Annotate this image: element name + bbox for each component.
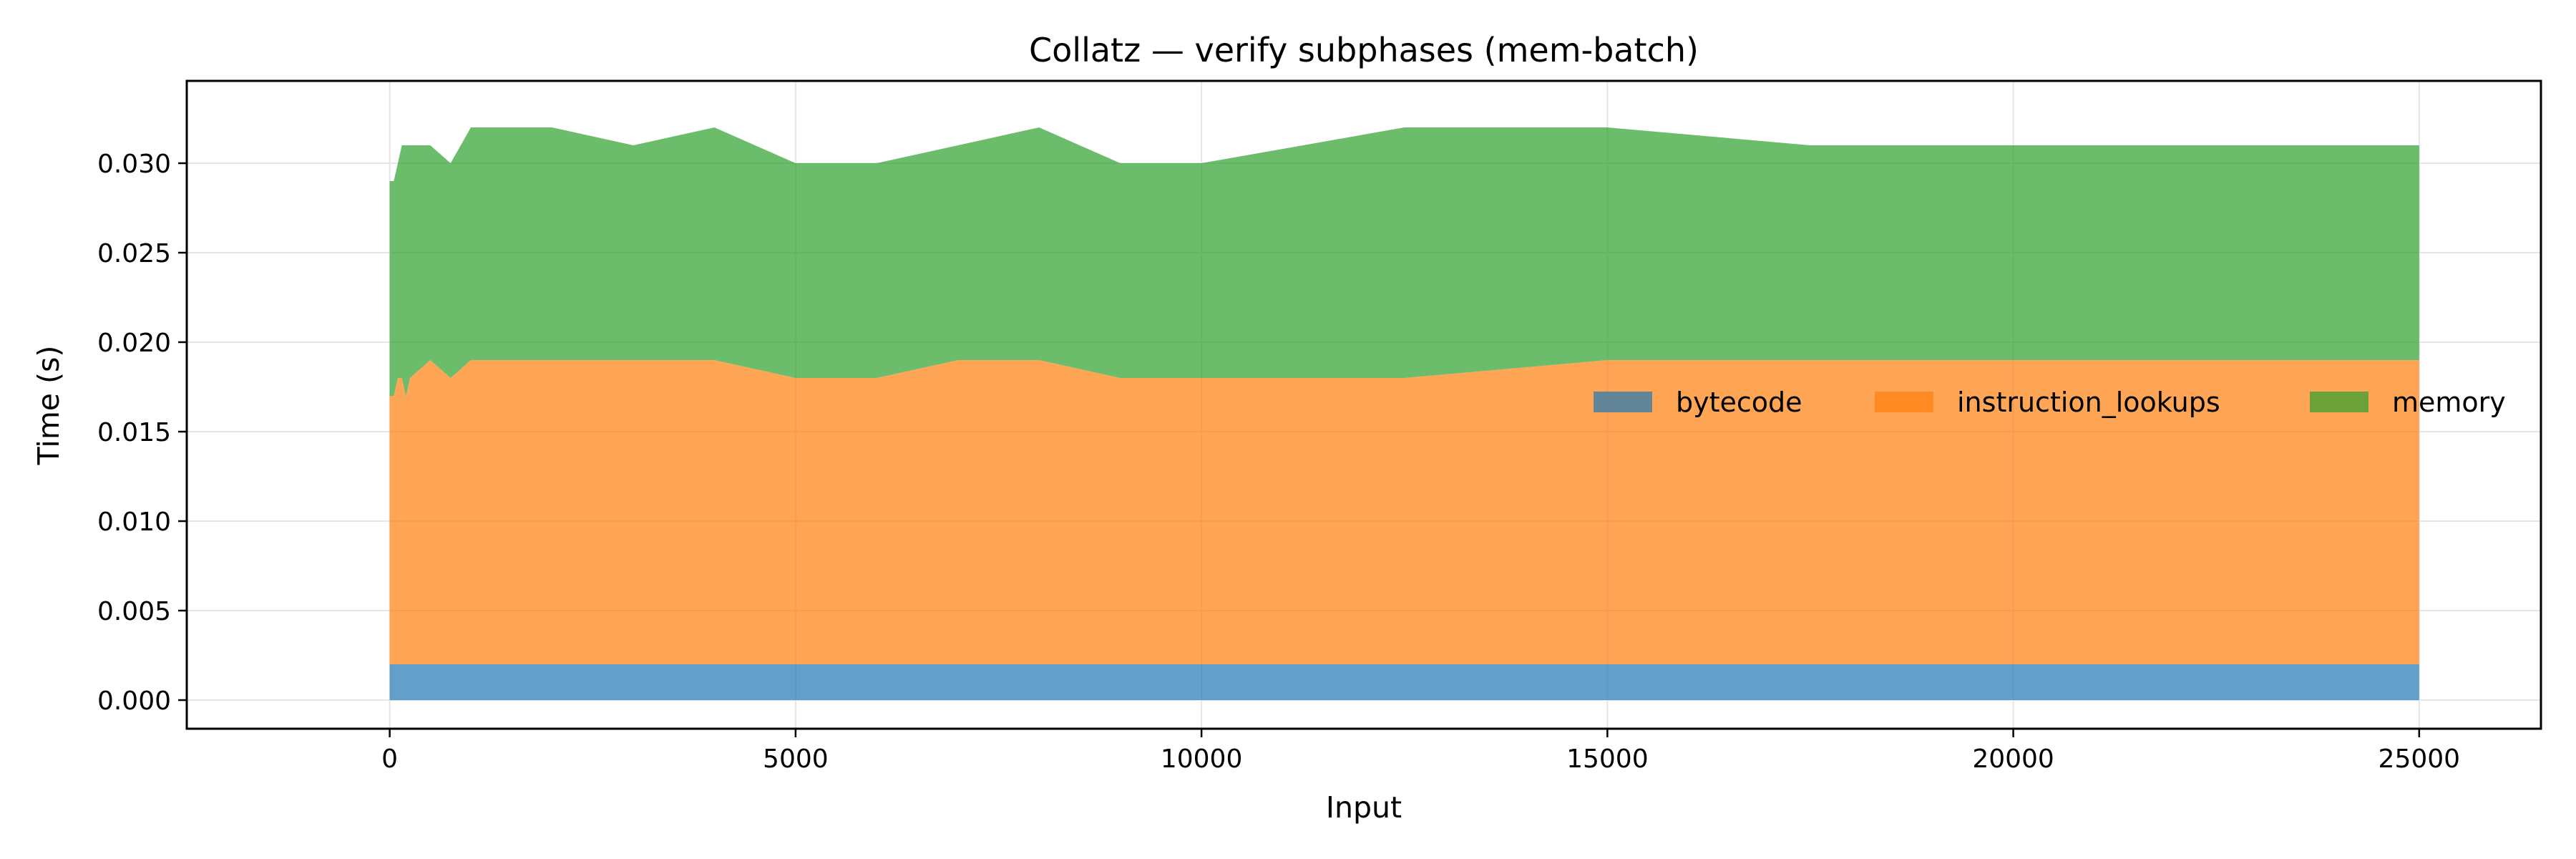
area-memory bbox=[389, 127, 2419, 396]
legend-label-bytecode: bytecode bbox=[1676, 387, 1802, 418]
legend-label-memory: memory bbox=[2392, 387, 2506, 418]
y-tick-label: 0.000 bbox=[97, 686, 171, 716]
plot-areas bbox=[389, 127, 2419, 700]
plot-frame bbox=[185, 79, 2542, 730]
y-axis-label: Time (s) bbox=[31, 346, 66, 466]
x-tick-label: 25000 bbox=[2379, 744, 2461, 774]
x-tick-label: 5000 bbox=[763, 744, 829, 774]
x-axis-label: Input bbox=[1326, 790, 1402, 825]
y-tick-label: 0.010 bbox=[97, 508, 171, 537]
chart-title: Collatz — verify subphases (mem-batch) bbox=[1029, 31, 1699, 69]
axis-ticks: 0 5000 10000 15000 20000 25000 0.000 0.005 0.010… bbox=[97, 150, 2460, 774]
y-tick-label: 0.015 bbox=[97, 418, 171, 447]
legend: bytecode instruction_lookups memory bbox=[1594, 387, 2506, 418]
x-tick-label: 0 bbox=[381, 744, 398, 774]
x-tick-label: 20000 bbox=[1972, 744, 2054, 774]
area-bytecode bbox=[389, 664, 2419, 700]
y-tick-label: 0.030 bbox=[97, 150, 171, 179]
area-instruction-lookups bbox=[389, 360, 2419, 664]
legend-label-instruction-lookups: instruction_lookups bbox=[1957, 387, 2220, 418]
y-tick-label: 0.020 bbox=[97, 329, 171, 358]
x-tick-label: 15000 bbox=[1566, 744, 1649, 774]
x-tick-label: 10000 bbox=[1161, 744, 1243, 774]
y-tick-label: 0.005 bbox=[97, 597, 171, 626]
legend-swatch-bytecode bbox=[1594, 392, 1652, 412]
legend-swatch-memory bbox=[2310, 392, 2368, 412]
legend-swatch-instruction-lookups bbox=[1875, 392, 1933, 412]
y-tick-label: 0.025 bbox=[97, 239, 171, 268]
